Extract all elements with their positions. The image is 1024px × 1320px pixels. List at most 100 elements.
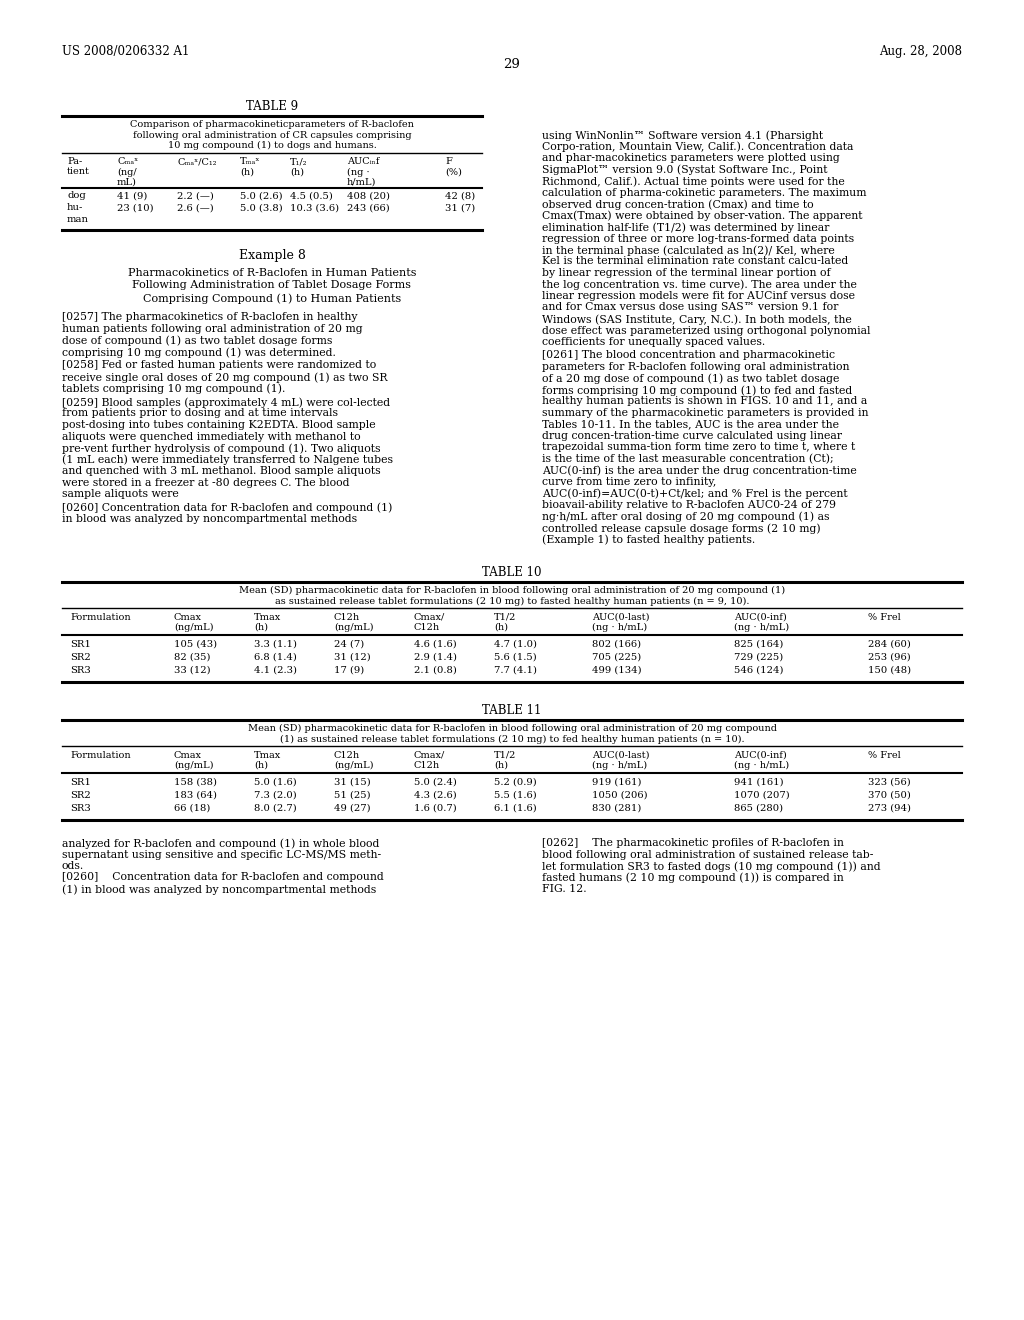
Text: tient: tient [67,168,90,177]
Text: 243 (66): 243 (66) [347,203,390,213]
Text: [0258] Fed or fasted human patients were randomized to: [0258] Fed or fasted human patients were… [62,360,376,371]
Text: Cmax/: Cmax/ [414,612,445,622]
Text: (ng · h/mL): (ng · h/mL) [592,623,647,632]
Text: aliquots were quenched immediately with methanol to: aliquots were quenched immediately with … [62,432,360,441]
Text: Formulation: Formulation [70,751,131,760]
Text: 408 (20): 408 (20) [347,191,390,201]
Text: (h): (h) [290,168,304,177]
Text: (1 mL each) were immediately transferred to Nalgene tubes: (1 mL each) were immediately transferred… [62,454,393,465]
Text: (h): (h) [494,623,508,632]
Text: 105 (43): 105 (43) [174,640,217,649]
Text: regression of three or more log-trans-formed data points: regression of three or more log-trans-fo… [542,234,854,243]
Text: C12h: C12h [334,751,360,760]
Text: 323 (56): 323 (56) [868,777,910,787]
Text: FIG. 12.: FIG. 12. [542,884,587,894]
Text: 51 (25): 51 (25) [334,791,371,800]
Text: analyzed for R-baclofen and compound (1) in whole blood: analyzed for R-baclofen and compound (1)… [62,838,379,849]
Text: 1070 (207): 1070 (207) [734,791,790,800]
Text: [0259] Blood samples (approximately 4 mL) were col-lected: [0259] Blood samples (approximately 4 mL… [62,397,390,408]
Text: Tables 10-11. In the tables, AUC is the area under the: Tables 10-11. In the tables, AUC is the … [542,420,839,429]
Text: were stored in a freezer at -80 degrees C. The blood: were stored in a freezer at -80 degrees … [62,478,349,487]
Text: Mean (SD) pharmacokinetic data for R-baclofen in blood following oral administra: Mean (SD) pharmacokinetic data for R-bac… [248,723,776,733]
Text: T1/2: T1/2 [494,612,516,622]
Text: US 2008/0206332 A1: US 2008/0206332 A1 [62,45,189,58]
Text: dose of compound (1) as two tablet dosage forms: dose of compound (1) as two tablet dosag… [62,335,333,346]
Text: 2.1 (0.8): 2.1 (0.8) [414,667,457,675]
Text: Cmax/: Cmax/ [414,751,445,760]
Text: 7.7 (4.1): 7.7 (4.1) [494,667,537,675]
Text: % Frel: % Frel [868,612,901,622]
Text: (Example 1) to fasted healthy patients.: (Example 1) to fasted healthy patients. [542,535,756,545]
Text: SR1: SR1 [70,640,91,649]
Text: 802 (166): 802 (166) [592,640,641,649]
Text: by linear regression of the terminal linear portion of: by linear regression of the terminal lin… [542,268,830,279]
Text: ng·h/mL after oral dosing of 20 mg compound (1) as: ng·h/mL after oral dosing of 20 mg compo… [542,511,829,523]
Text: h/mL): h/mL) [347,177,377,186]
Text: as sustained release tablet formulations (2 10 mg) to fasted healthy human patie: as sustained release tablet formulations… [274,597,750,606]
Text: 158 (38): 158 (38) [174,777,217,787]
Text: 31 (15): 31 (15) [334,777,371,787]
Text: 4.5 (0.5): 4.5 (0.5) [290,191,333,201]
Text: (h): (h) [254,623,268,632]
Text: observed drug concen-tration (Cmax) and time to: observed drug concen-tration (Cmax) and … [542,199,814,210]
Text: 6.8 (1.4): 6.8 (1.4) [254,653,297,663]
Text: Comprising Compound (1) to Human Patients: Comprising Compound (1) to Human Patient… [143,293,401,304]
Text: 2.9 (1.4): 2.9 (1.4) [414,653,457,663]
Text: 2.6 (—): 2.6 (—) [177,203,214,213]
Text: C12h: C12h [414,762,440,770]
Text: 729 (225): 729 (225) [734,653,783,663]
Text: post-dosing into tubes containing K2EDTA. Blood sample: post-dosing into tubes containing K2EDTA… [62,420,376,430]
Text: 546 (124): 546 (124) [734,667,783,675]
Text: 370 (50): 370 (50) [868,791,911,800]
Text: (1) in blood was analyzed by noncompartmental methods: (1) in blood was analyzed by noncompartm… [62,884,376,895]
Text: AUCᵢₙf: AUCᵢₙf [347,157,379,166]
Text: (h): (h) [494,762,508,770]
Text: 705 (225): 705 (225) [592,653,641,663]
Text: 66 (18): 66 (18) [174,804,210,813]
Text: AUC(0-inf)=AUC(0-t)+Ct/kel; and % Frel is the percent: AUC(0-inf)=AUC(0-t)+Ct/kel; and % Frel i… [542,488,848,499]
Text: 49 (27): 49 (27) [334,804,371,813]
Text: (ng/mL): (ng/mL) [334,762,374,770]
Text: receive single oral doses of 20 mg compound (1) as two SR: receive single oral doses of 20 mg compo… [62,372,387,383]
Text: AUC(0-last): AUC(0-last) [592,612,649,622]
Text: using WinNonlin™ Software version 4.1 (Pharsight: using WinNonlin™ Software version 4.1 (P… [542,129,823,140]
Text: 919 (161): 919 (161) [592,777,641,787]
Text: elimination half-life (T1/2) was determined by linear: elimination half-life (T1/2) was determi… [542,222,829,232]
Text: 4.6 (1.6): 4.6 (1.6) [414,640,457,649]
Text: calculation of pharma-cokinetic parameters. The maximum: calculation of pharma-cokinetic paramete… [542,187,866,198]
Text: and phar-macokinetics parameters were plotted using: and phar-macokinetics parameters were pl… [542,153,840,162]
Text: Comparison of pharmacokineticparameters of R-baclofen: Comparison of pharmacokineticparameters … [130,120,414,129]
Text: C12h: C12h [414,623,440,632]
Text: forms comprising 10 mg compound (1) to fed and fasted: forms comprising 10 mg compound (1) to f… [542,385,852,396]
Text: (1) as sustained release tablet formulations (2 10 mg) to fed healthy human pati: (1) as sustained release tablet formulat… [280,734,744,743]
Text: SR2: SR2 [70,791,91,800]
Text: [0260] Concentration data for R-baclofen and compound (1): [0260] Concentration data for R-baclofen… [62,503,392,513]
Text: from patients prior to dosing and at time intervals: from patients prior to dosing and at tim… [62,408,338,418]
Text: (h): (h) [254,762,268,770]
Text: human patients following oral administration of 20 mg: human patients following oral administra… [62,323,362,334]
Text: 284 (60): 284 (60) [868,640,911,649]
Text: AUC(0-inf): AUC(0-inf) [734,751,786,760]
Text: Following Administration of Tablet Dosage Forms: Following Administration of Tablet Dosag… [132,281,412,290]
Text: hu-: hu- [67,203,83,213]
Text: Tmax: Tmax [254,612,282,622]
Text: 5.0 (2.4): 5.0 (2.4) [414,777,457,787]
Text: (ng · h/mL): (ng · h/mL) [734,762,790,770]
Text: T₁/₂: T₁/₂ [290,157,307,166]
Text: Example 8: Example 8 [239,249,305,263]
Text: Aug. 28, 2008: Aug. 28, 2008 [879,45,962,58]
Text: healthy human patients is shown in FIGS. 10 and 11, and a: healthy human patients is shown in FIGS.… [542,396,867,407]
Text: Cmax: Cmax [174,751,202,760]
Text: in the terminal phase (calculated as ln(2)/ Kel, where: in the terminal phase (calculated as ln(… [542,246,835,256]
Text: is the time of the last measurable concentration (Ct);: is the time of the last measurable conce… [542,454,834,465]
Text: 42 (8): 42 (8) [445,191,475,201]
Text: Mean (SD) pharmacokinetic data for R-baclofen in blood following oral administra: Mean (SD) pharmacokinetic data for R-bac… [239,586,785,595]
Text: (ng/mL): (ng/mL) [174,762,213,770]
Text: 5.0 (3.8): 5.0 (3.8) [240,203,283,213]
Text: (ng/mL): (ng/mL) [334,623,374,632]
Text: % Frel: % Frel [868,751,901,760]
Text: of a 20 mg dose of compound (1) as two tablet dosage: of a 20 mg dose of compound (1) as two t… [542,374,840,384]
Text: (ng/mL): (ng/mL) [174,623,213,632]
Text: following oral administration of CR capsules comprising: following oral administration of CR caps… [133,131,412,140]
Text: Tmax: Tmax [254,751,282,760]
